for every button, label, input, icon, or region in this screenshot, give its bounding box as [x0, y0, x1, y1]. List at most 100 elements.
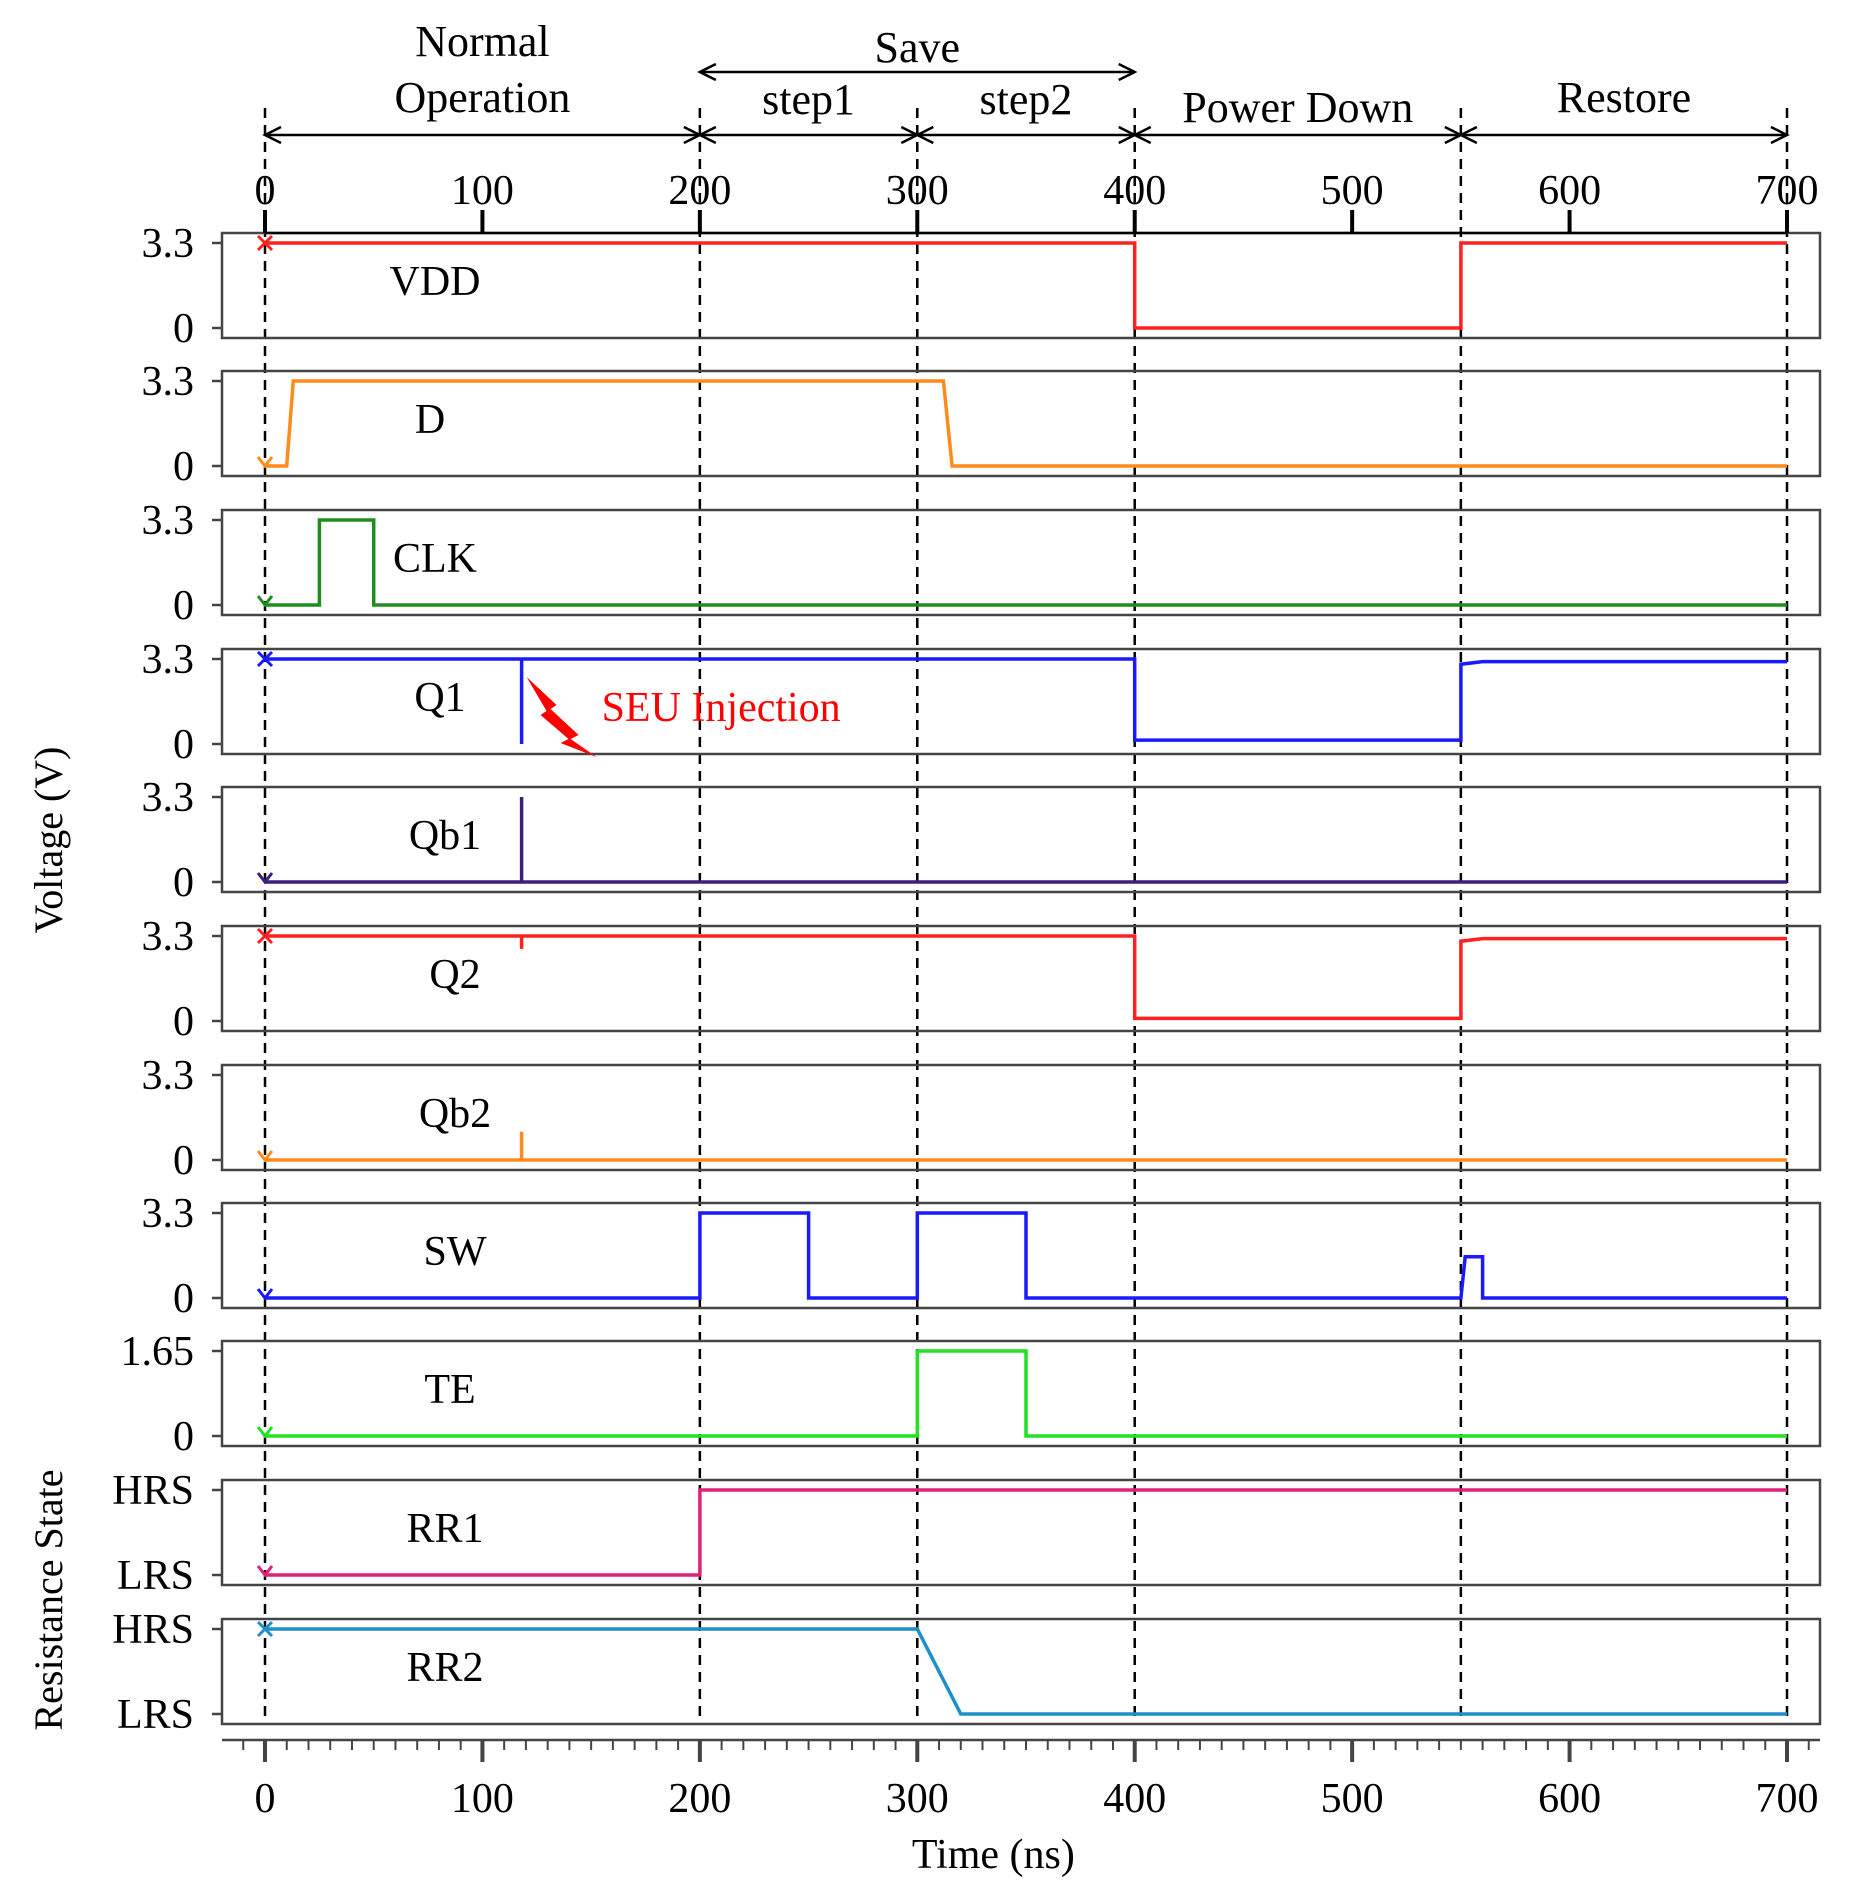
- bottom-tick-label: 100: [451, 1776, 514, 1822]
- top-tick-label: 300: [886, 168, 949, 214]
- lightning-bolt-icon: [526, 677, 597, 757]
- arrow-step1: [697, 125, 921, 145]
- panel-frame: [220, 508, 1822, 617]
- panel-frame: [220, 785, 1822, 894]
- waveform-qb2: [265, 1131, 1787, 1162]
- top-tick-label: 400: [1103, 168, 1166, 214]
- bottom-tick-label: 300: [886, 1776, 949, 1822]
- start-marker: [256, 1426, 274, 1439]
- signal-label-q2: Q2: [429, 952, 480, 998]
- waveform-sw: [265, 1211, 1787, 1300]
- y-tick-label: 3.3: [142, 221, 195, 267]
- waveform-rr2: [265, 1627, 1787, 1716]
- phase-label-power-down: Power Down: [1182, 83, 1413, 132]
- top-tick-label: 500: [1321, 168, 1384, 214]
- panel-rr1: HRS LRS RR1: [112, 1468, 1822, 1599]
- arrow-head-right: [1118, 62, 1138, 82]
- signal-panels: 3.30VDD3.30D3.30CLK3.30Q13.30Qb13.30Q23.…: [112, 221, 1822, 1738]
- phase-label-step1: step1: [762, 75, 855, 124]
- waveform-vdd: [265, 241, 1787, 330]
- seu-annotation: SEU Injection: [526, 677, 841, 757]
- top-tick-label: 100: [451, 168, 514, 214]
- top-tick-label: 0: [255, 168, 276, 214]
- phase-label-normal: Normal: [415, 17, 549, 66]
- y-tick-label: 0: [173, 1414, 194, 1460]
- y-tick-label: 3.3: [142, 775, 195, 821]
- start-marker: [256, 872, 274, 885]
- waveform-qb1: [265, 797, 1787, 884]
- bottom-tick-label: 700: [1756, 1776, 1819, 1822]
- signal-label-sw: SW: [424, 1229, 487, 1275]
- y-tick-label: 0: [173, 444, 194, 490]
- start-marker: [256, 1620, 274, 1638]
- y-tick-label: HRS: [112, 1468, 194, 1514]
- y-tick-label: HRS: [112, 1607, 194, 1653]
- seu-injection-label: SEU Injection: [602, 685, 841, 731]
- y-tick-label: 3.3: [142, 637, 195, 683]
- start-marker: [256, 650, 274, 668]
- y-tick-label: 3.3: [142, 498, 195, 544]
- panel-vdd: 3.3 0 VDD: [142, 221, 1822, 352]
- start-marker: [256, 1288, 274, 1301]
- y-tick-label: 0: [173, 1138, 194, 1184]
- signal-label-q1: Q1: [414, 675, 465, 721]
- signal-label-rr2: RR2: [406, 1645, 483, 1691]
- arrow-head-left: [697, 125, 717, 145]
- bottom-tick-label: 0: [255, 1776, 276, 1822]
- waveform-q2: [265, 934, 1787, 1021]
- y-tick-label: 3.3: [142, 1191, 195, 1237]
- y-tick-label: 0: [173, 583, 194, 629]
- arrow-normal-operation: [262, 125, 703, 145]
- panel-q2: 3.3 0 Q2: [142, 914, 1822, 1045]
- y-tick-label: LRS: [117, 1692, 194, 1738]
- start-marker: [256, 1565, 274, 1578]
- signal-label-rr1: RR1: [406, 1506, 483, 1552]
- signal-label-d: D: [415, 397, 445, 443]
- phase-label-save: Save: [875, 23, 961, 72]
- start-marker: [256, 234, 274, 252]
- phase-label-step2: step2: [980, 75, 1073, 124]
- phase-label-restore: Restore: [1557, 73, 1691, 122]
- bottom-tick-label: 200: [668, 1776, 731, 1822]
- signal-label-qb2: Qb2: [419, 1091, 491, 1137]
- waveform-clk: [265, 518, 1787, 607]
- arrow-head-left: [914, 125, 934, 145]
- arrow-save: [697, 62, 1138, 82]
- x-axis-label: Time (ns): [912, 1832, 1075, 1878]
- panel-frame: [220, 1339, 1822, 1448]
- panel-qb1: 3.3 0 Qb1: [142, 775, 1822, 906]
- phase-divider-lines: [263, 108, 1789, 1724]
- y-tick-label: LRS: [117, 1553, 194, 1599]
- y-tick-label: 0: [173, 722, 194, 768]
- waveform-te: [265, 1349, 1787, 1438]
- top-tick-label: 600: [1538, 168, 1601, 214]
- phase-label-operation: Operation: [394, 73, 570, 122]
- y-tick-label: 3.3: [142, 914, 195, 960]
- signal-label-vdd: VDD: [390, 259, 481, 305]
- y-axis-label-voltage: Voltage (V): [26, 747, 71, 934]
- y-tick-label: 0: [173, 306, 194, 352]
- panel-frame: [220, 924, 1822, 1033]
- panel-te: 1.65 0 TE: [121, 1329, 1822, 1460]
- y-tick-label: 0: [173, 1276, 194, 1322]
- panel-qb2: 3.3 0 Qb2: [142, 1053, 1822, 1184]
- y-tick-label: 3.3: [142, 1053, 195, 1099]
- y-tick-label: 0: [173, 999, 194, 1045]
- y-tick-label: 3.3: [142, 359, 195, 405]
- arrow-head-left: [262, 125, 282, 145]
- panel-d: 3.3 0 D: [142, 359, 1822, 490]
- bottom-axis: 0 100 200 300 400 500 600 700: [222, 1738, 1820, 1822]
- start-marker: [256, 927, 274, 945]
- arrow-restore: [1458, 125, 1790, 145]
- panel-frame: [220, 1478, 1822, 1587]
- bottom-tick-label: 400: [1103, 1776, 1166, 1822]
- panel-frame: [220, 1063, 1822, 1172]
- signal-label-qb1: Qb1: [409, 813, 481, 859]
- arrow-step2: [914, 125, 1138, 145]
- y-axis-label-resistance: Resistance State: [26, 1469, 71, 1730]
- arrow-head-left: [1131, 125, 1152, 145]
- start-marker: [256, 1150, 274, 1163]
- panel-frame: [220, 1201, 1822, 1310]
- y-tick-label: 0: [173, 860, 194, 906]
